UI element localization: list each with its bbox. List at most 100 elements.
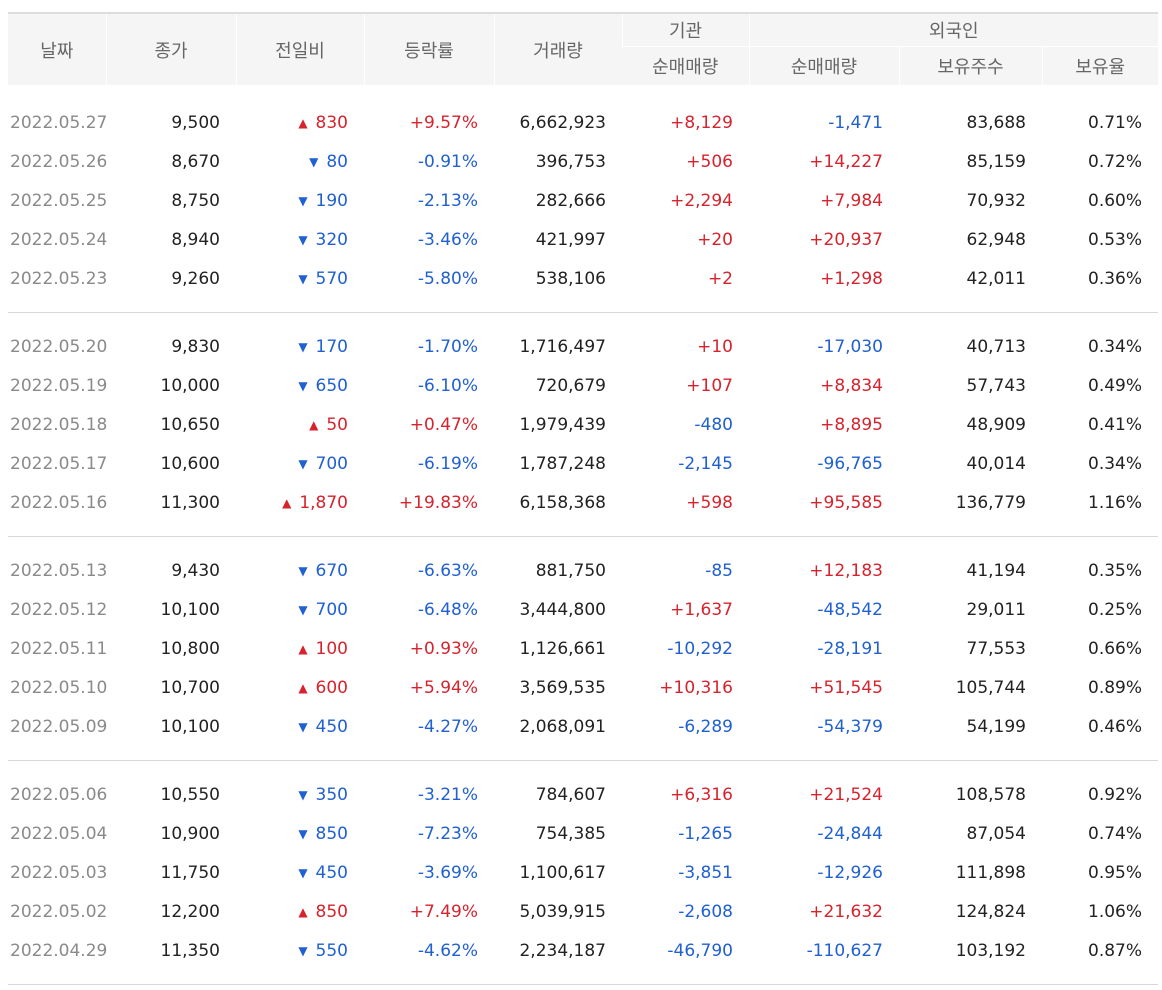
cell-foreign-net: +8,895 — [820, 414, 883, 435]
cell-inst-net: +10,316 — [659, 677, 733, 698]
cell-foreign-net: +1,298 — [749, 259, 899, 313]
down-triangle-icon: ▼ — [298, 943, 308, 958]
cell-change: ▼ 850 — [236, 814, 364, 853]
table-row: 2022.05.09 10,100 ▼ 450 -4.27% 2,068,091 -6,28… — [8, 707, 1159, 761]
cell-foreign-net: -110,627 — [749, 931, 899, 985]
down-triangle-icon: ▼ — [298, 456, 308, 471]
cell-foreign-net: +8,834 — [820, 375, 883, 396]
cell-rate: +0.93% — [409, 638, 478, 659]
cell-volume: 1,979,439 — [519, 414, 606, 435]
table-row: 2022.05.25 8,750 ▼ 190 -2.13% 282,666 +2,294 +7… — [8, 181, 1158, 220]
daily-price-table: 날짜 종가 전일비 등락률 거래량 기관 외국인 순매매량 순매매량 보유주수 … — [8, 12, 1159, 985]
cell-foreign-net: -28,191 — [817, 638, 883, 659]
cell-foreign-net: -24,844 — [817, 823, 883, 844]
cell-foreign-net: +7,984 — [820, 190, 883, 211]
cell-inst-net: +2,294 — [670, 190, 733, 211]
cell-foreign-ratio: 1.16% — [1042, 483, 1159, 537]
down-triangle-icon: ▼ — [298, 826, 308, 841]
cell-foreign-ratio: 0.49% — [1088, 375, 1143, 396]
cell-foreign-ratio: 0.34% — [1088, 336, 1143, 357]
cell-foreign-net: +20,937 — [809, 229, 883, 250]
change-value: 570 — [315, 268, 348, 289]
up-triangle-icon: ▲ — [298, 904, 308, 919]
cell-close: 8,750 — [171, 190, 220, 211]
cell-foreign-holdings: 108,578 — [955, 784, 1026, 805]
cell-foreign-ratio: 0.92% — [1088, 784, 1143, 805]
cell-rate: -0.91% — [417, 151, 478, 172]
cell-date: 2022.04.29 — [8, 931, 107, 985]
cell-close: 10,000 — [160, 375, 220, 396]
down-triangle-icon: ▼ — [298, 378, 308, 393]
cell-rate: -6.63% — [417, 560, 478, 581]
down-triangle-icon: ▼ — [298, 563, 308, 578]
change-value: 650 — [315, 375, 348, 396]
table-row: 2022.05.12 10,100 ▼ 700 -6.48% 3,444,800 +1,63… — [8, 590, 1158, 629]
up-triangle-icon: ▲ — [309, 417, 319, 432]
change-value: 1,870 — [299, 492, 348, 513]
cell-volume: 3,569,535 — [519, 677, 606, 698]
cell-foreign-ratio: 0.72% — [1088, 151, 1143, 172]
cell-close: 10,800 — [160, 638, 220, 659]
cell-foreign-holdings: 48,909 — [966, 414, 1026, 435]
cell-inst-net: +2 — [622, 259, 749, 313]
cell-inst-net: +506 — [686, 151, 733, 172]
cell-volume: 3,444,800 — [519, 599, 606, 620]
table-header: 날짜 종가 전일비 등락률 거래량 기관 외국인 순매매량 순매매량 보유주수 … — [8, 12, 1159, 85]
cell-foreign-ratio: 0.53% — [1088, 229, 1143, 250]
cell-change: ▲ 830 — [236, 85, 364, 142]
cell-date: 2022.05.27 — [10, 112, 108, 133]
cell-change: ▼ 190 — [236, 181, 364, 220]
cell-inst-net: +8,129 — [670, 112, 733, 133]
cell-rate: -4.27% — [364, 707, 494, 761]
cell-volume: 421,997 — [535, 229, 606, 250]
cell-date: 2022.05.13 — [10, 560, 108, 581]
down-triangle-icon: ▼ — [298, 865, 308, 880]
cell-close: 9,430 — [171, 560, 220, 581]
table-row: 2022.05.04 10,900 ▼ 850 -7.23% 754,385 -1,265 -… — [8, 814, 1158, 853]
header-inst-net: 순매매량 — [622, 46, 749, 85]
table-row: 2022.05.10 10,700 ▲ 600 +5.94% 3,569,535 +10,3… — [8, 668, 1158, 707]
cell-inst-net: +1,637 — [670, 599, 733, 620]
table-row: 2022.05.02 12,200 ▲ 850 +7.49% 5,039,915 -2,60… — [8, 892, 1158, 931]
cell-inst-net: -2,145 — [678, 453, 733, 474]
table-row: 2022.05.26 8,670 ▼ 80 -0.91% 396,753 +506 +14,2… — [8, 142, 1158, 181]
cell-inst-net: -6,289 — [622, 707, 749, 761]
header-rate: 등락률 — [363, 12, 494, 85]
change-value: 450 — [315, 862, 348, 883]
table-row: 2022.05.23 9,260 ▼ 570 -5.80% 538,106 +2 +1,298… — [8, 259, 1159, 313]
cell-rate: -3.21% — [417, 784, 478, 805]
cell-foreign-net: +51,545 — [809, 677, 883, 698]
cell-volume: 282,666 — [535, 190, 606, 211]
cell-change: ▲ 50 — [236, 405, 364, 444]
cell-foreign-holdings: 83,688 — [966, 112, 1026, 133]
change-value: 170 — [315, 336, 348, 357]
change-value: 320 — [315, 229, 348, 250]
cell-foreign-ratio: 0.66% — [1088, 638, 1143, 659]
cell-inst-net: +10 — [697, 336, 733, 357]
cell-volume: 881,750 — [535, 560, 606, 581]
cell-foreign-holdings: 29,011 — [966, 599, 1026, 620]
table-row: 2022.05.27 9,500 ▲ 830 +9.57% 6,662,923 +8,129… — [8, 85, 1158, 142]
cell-volume: 2,234,187 — [494, 931, 622, 985]
cell-change: ▲ 100 — [236, 629, 364, 668]
header-change: 전일비 — [235, 12, 364, 85]
header-volume: 거래량 — [493, 12, 622, 85]
cell-close: 8,670 — [171, 151, 220, 172]
cell-change: ▼ 700 — [236, 590, 364, 629]
cell-change: ▼ 450 — [236, 707, 364, 761]
table-row: 2022.05.11 10,800 ▲ 100 +0.93% 1,126,661 -10,2… — [8, 629, 1158, 668]
change-value: 700 — [315, 599, 348, 620]
cell-close: 10,700 — [160, 677, 220, 698]
change-value: 850 — [315, 901, 348, 922]
cell-foreign-holdings: 40,713 — [966, 336, 1026, 357]
cell-rate: -5.80% — [364, 259, 494, 313]
cell-change: ▲ 850 — [236, 892, 364, 931]
table-row: 2022.05.24 8,940 ▼ 320 -3.46% 421,997 +20 +20,9… — [8, 220, 1158, 259]
cell-inst-net: -3,851 — [678, 862, 733, 883]
cell-change: ▼ 650 — [236, 366, 364, 405]
table-row: 2022.05.18 10,650 ▲ 50 +0.47% 1,979,439 -480 +8… — [8, 405, 1158, 444]
cell-foreign-holdings: 87,054 — [966, 823, 1026, 844]
change-value: 450 — [315, 716, 348, 737]
cell-foreign-holdings: 85,159 — [966, 151, 1026, 172]
cell-volume: 1,100,617 — [519, 862, 606, 883]
